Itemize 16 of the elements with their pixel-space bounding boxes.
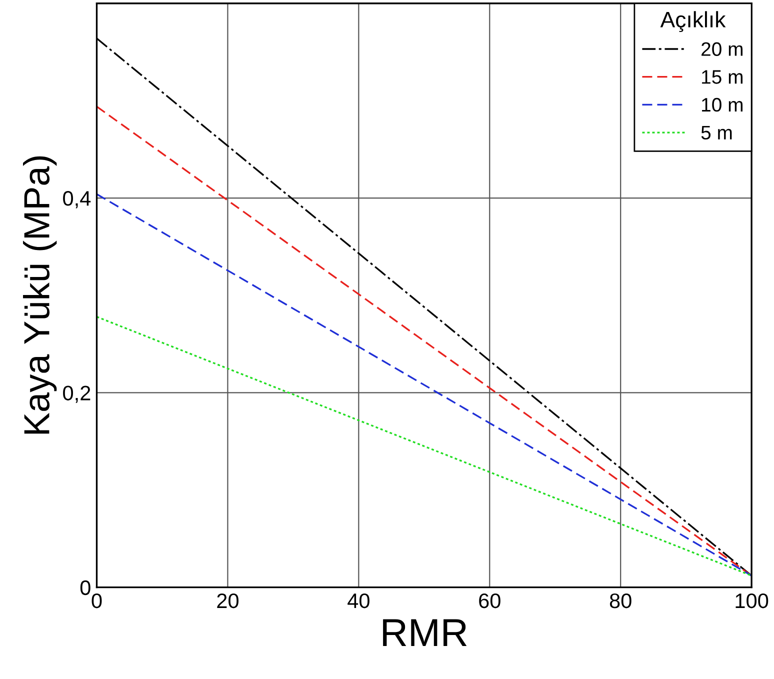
legend-label: 10 m — [702, 98, 742, 112]
y-axis-title: Kaya Yükü (MPa) — [23, 156, 57, 434]
y-tick-label: 0,4 — [63, 191, 91, 208]
x-tick-label: 20 — [217, 593, 238, 608]
y-tick-label: 0,2 — [63, 386, 90, 403]
x-tick-label: 80 — [610, 593, 632, 608]
legend-label: 15 m — [702, 70, 742, 84]
y-tick-label: 0 — [80, 580, 90, 596]
x-tick-label: 100 — [736, 593, 768, 608]
legend-title: Açıklık — [660, 11, 726, 32]
legend-label: 20 m — [702, 42, 742, 56]
x-axis-title: RMR — [383, 619, 467, 646]
legend-label: 5 m — [701, 126, 732, 140]
x-tick-label: 40 — [348, 593, 370, 608]
x-tick-label: 60 — [479, 593, 500, 608]
x-tick-label: 0 — [92, 593, 102, 608]
